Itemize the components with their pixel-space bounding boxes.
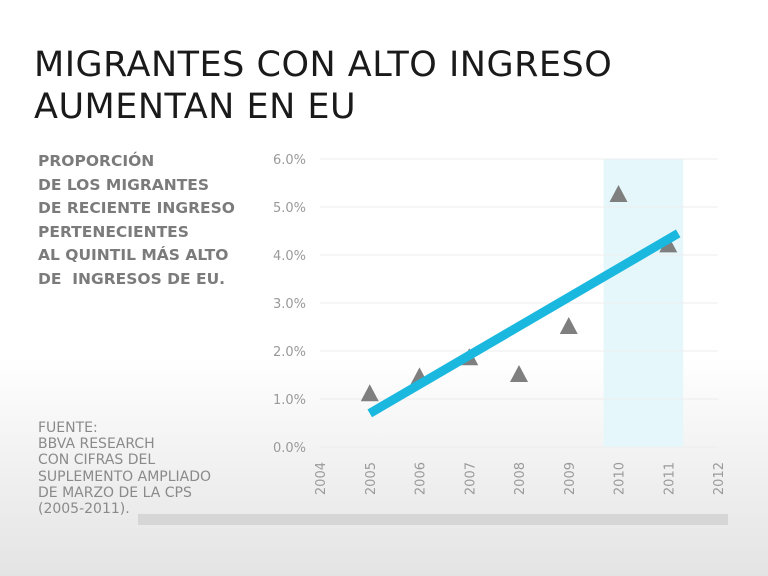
y-tick-label: 5.0% [273, 201, 306, 216]
description-line: DE INGRESOS DE EU. [38, 269, 226, 288]
x-tick-label: 2008 [513, 462, 528, 495]
source-line: CON CIFRAS DEL [38, 452, 156, 469]
source-line: DE MARZO DE LA CPS [38, 484, 192, 501]
chart-description: PROPORCIÓN DE LOS MIGRANTES DE RECIENTE … [38, 150, 268, 292]
x-tick-label: 2007 [463, 462, 478, 495]
x-tick-label: 2010 [613, 462, 628, 495]
source-line: SUPLEMENTO AMPLIADO [38, 468, 212, 485]
trend-line [367, 229, 681, 418]
x-tick-label: 2011 [662, 462, 677, 495]
x-tick-label: 2005 [364, 462, 379, 495]
x-tick-label: 2004 [314, 462, 329, 495]
description-line: PERTENECIENTES [38, 222, 189, 241]
source-line: BBVA RESEARCH [38, 436, 155, 453]
x-tick-label: 2006 [414, 462, 429, 495]
description-line: DE LOS MIGRANTES [38, 175, 210, 194]
y-tick-label: 3.0% [273, 297, 306, 312]
description-line: AL QUINTIL MÁS ALTO [38, 246, 229, 265]
x-tick-label: 2009 [563, 462, 578, 495]
y-tick-label: 4.0% [273, 249, 306, 264]
y-tick-label: 1.0% [273, 393, 306, 408]
title-line-1: MIGRANTES CON ALTO INGRESO [34, 45, 613, 85]
description-line: PROPORCIÓN [38, 152, 155, 170]
title-line-2: AUMENTAN EN EU [34, 87, 357, 127]
y-tick-label: 0.0% [273, 441, 306, 456]
data-point-marker [510, 365, 528, 382]
chart-title: MIGRANTES CON ALTO INGRESO AUMENTAN EN E… [34, 44, 734, 128]
data-point-marker [609, 185, 628, 202]
description-line: DE RECIENTE INGRESO [38, 199, 235, 218]
data-point-marker [360, 384, 379, 402]
data-point-marker [559, 317, 578, 334]
source-note: FUENTE: BBVA RESEARCH CON CIFRAS DEL SUP… [38, 420, 278, 517]
x-tick-label: 2012 [712, 462, 727, 495]
y-tick-label: 2.0% [273, 345, 306, 360]
source-line: (2005-2011). [38, 501, 130, 518]
source-line: FUENTE: [38, 420, 98, 436]
y-tick-label: 6.0% [273, 153, 306, 168]
footer-bar [138, 514, 728, 525]
